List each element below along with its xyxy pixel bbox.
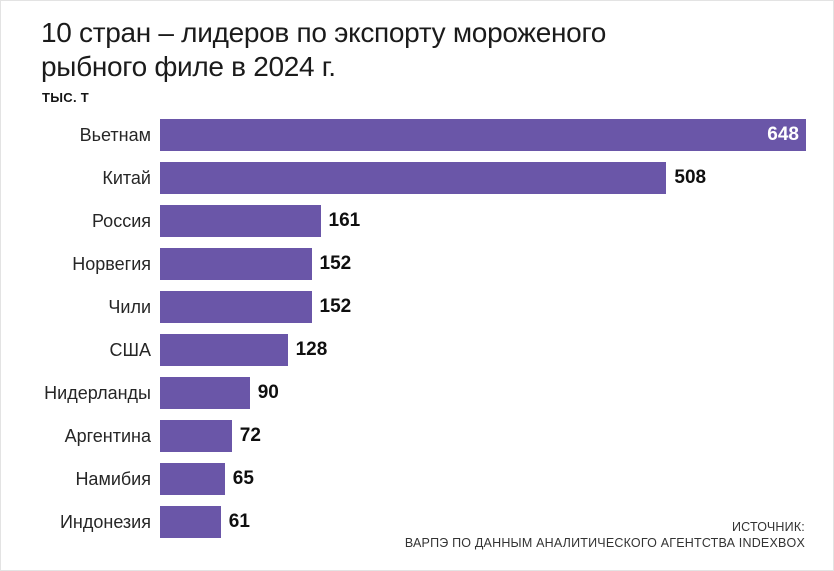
bar-area: 65 bbox=[160, 463, 806, 496]
category-label: Нидерланды bbox=[44, 382, 151, 403]
bar-area: 152 bbox=[160, 248, 806, 281]
bar-area: 161 bbox=[160, 205, 806, 238]
chart-row: Вьетнам 648 bbox=[1, 119, 833, 152]
category-label: Аргентина bbox=[64, 425, 151, 446]
bar-area: 152 bbox=[160, 291, 806, 324]
chart-row: Нидерланды 90 bbox=[1, 377, 833, 410]
chart-rows: Вьетнам 648 Китай 508 Россия 161 Норвегия 152 Чи… bbox=[1, 119, 833, 539]
value-label: 72 bbox=[239, 425, 261, 447]
chart-row: Чили 152 bbox=[1, 291, 833, 324]
chart-title-line1: 10 стран – лидеров по экспорту мороженог… bbox=[41, 17, 607, 48]
bar: 648 bbox=[160, 119, 806, 152]
unit-label: тыс. т bbox=[42, 90, 90, 106]
value-label: 128 bbox=[295, 339, 328, 361]
chart-row: Китай 508 bbox=[1, 162, 833, 195]
chart-row: США 128 bbox=[1, 334, 833, 367]
chart-row: Аргентина 72 bbox=[1, 420, 833, 453]
bar bbox=[160, 248, 312, 281]
value-label: 648 bbox=[767, 124, 799, 146]
bar bbox=[160, 420, 232, 453]
chart-title-line2: рыбного филе в 2024 г. bbox=[41, 50, 336, 82]
chart-row: Индонезия 61 bbox=[1, 506, 833, 539]
value-label: 90 bbox=[257, 382, 279, 404]
bar-area: 90 bbox=[160, 377, 806, 410]
bar bbox=[160, 291, 312, 324]
bar bbox=[160, 334, 288, 367]
bar-area: 128 bbox=[160, 334, 806, 367]
category-label: Вьетнам bbox=[79, 124, 151, 145]
category-label: Норвегия bbox=[72, 253, 151, 274]
value-label: 65 bbox=[232, 468, 254, 490]
chart-row: Намибия 65 bbox=[1, 463, 833, 496]
bar-area: 648 bbox=[160, 119, 806, 152]
value-label: 152 bbox=[319, 253, 352, 275]
source-line1: ИСТОЧНИК: bbox=[731, 520, 805, 534]
bar-area: 508 bbox=[160, 162, 806, 195]
chart-row: Норвегия 152 bbox=[1, 248, 833, 281]
bar bbox=[160, 463, 225, 496]
value-label: 508 bbox=[674, 167, 707, 189]
value-label: 61 bbox=[228, 511, 250, 533]
bar bbox=[160, 162, 667, 195]
category-label: Чили bbox=[108, 296, 151, 317]
category-label: Россия bbox=[91, 210, 151, 231]
category-label: Китай bbox=[102, 167, 151, 188]
source-credit: ИСТОЧНИК: ВАРПЭ ПО ДАННЫМ АНАЛИТИЧЕСКОГО… bbox=[405, 519, 805, 551]
chart-row: Россия 161 bbox=[1, 205, 833, 238]
bar bbox=[160, 506, 221, 539]
bar-area: 72 bbox=[160, 420, 806, 453]
bar bbox=[160, 377, 250, 410]
source-line2: ВАРПЭ ПО ДАННЫМ АНАЛИТИЧЕСКОГО АГЕНТСТВА… bbox=[404, 536, 805, 550]
category-label: Индонезия bbox=[59, 511, 151, 532]
category-label: США bbox=[109, 339, 151, 360]
chart-title: 10 стран – лидеров по экспорту мороженог… bbox=[41, 16, 793, 83]
value-label: 161 bbox=[328, 210, 361, 232]
bar bbox=[160, 205, 321, 238]
category-label: Намибия bbox=[75, 468, 151, 489]
value-label: 152 bbox=[319, 296, 352, 318]
bar-chart: Вьетнам 648 Китай 508 Россия 161 Норвегия 152 Чи… bbox=[1, 119, 833, 539]
bar-area: 61 bbox=[160, 506, 806, 539]
